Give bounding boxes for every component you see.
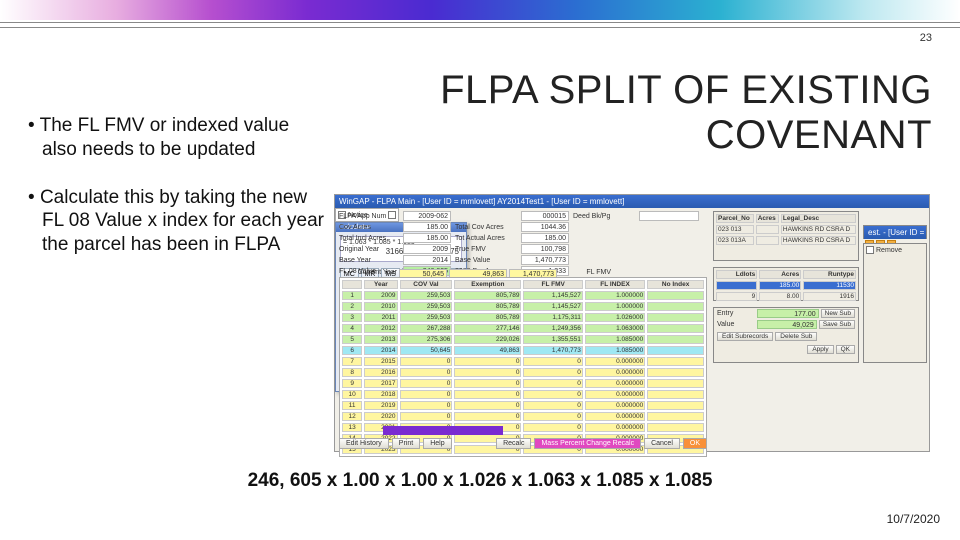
page-number: 23 <box>920 32 932 44</box>
label: Deed Bk/Pg <box>573 213 635 220</box>
base-year[interactable]: 2014 <box>403 255 451 265</box>
button-bar: Edit History Print Help Recalc Mass Perc… <box>339 438 707 449</box>
label: Tot Actual Acres <box>455 235 517 242</box>
bullet-item: Calculate this by taking the new FL 08 V… <box>28 186 328 257</box>
entry-field[interactable]: 177.00 <box>757 309 819 318</box>
remove-label: Remove <box>876 247 902 254</box>
recalc-button[interactable]: Recalc <box>496 438 531 449</box>
qk-button[interactable]: QK <box>836 345 855 354</box>
print-button[interactable]: Print <box>392 438 420 449</box>
value-field[interactable]: 49,029 <box>757 320 817 329</box>
cancel-button[interactable]: Cancel <box>644 438 680 449</box>
label: Total Incl Acres <box>339 235 399 242</box>
accent-stripe <box>0 0 960 20</box>
label: Base Year <box>339 257 399 264</box>
total-cov-acres[interactable]: 1044.36 <box>521 222 569 232</box>
checkbox-icon[interactable] <box>866 246 874 254</box>
app-screenshot: WinGAP - FLPA Main - [User ID = mmlovett… <box>334 194 930 452</box>
ok-button[interactable]: OK <box>683 438 707 449</box>
accent-lines <box>0 22 960 28</box>
label: Value <box>717 321 755 328</box>
label: Base Value <box>455 257 517 264</box>
footer-date: 10/7/2020 <box>887 512 940 526</box>
edit-history-button[interactable]: Edit History <box>339 438 389 449</box>
window-title: est. - [User ID = <box>864 226 926 239</box>
edit-sub-button[interactable]: Edit Subrecords <box>717 332 773 341</box>
tot-incl-acres[interactable]: 185.00 <box>403 233 451 243</box>
new-sub-button[interactable]: New Sub <box>821 309 855 318</box>
bullet-item: The FL FMV or indexed value also needs t… <box>28 114 328 162</box>
entry-panel: Entry 177.00 New Sub Value 49,029 Save S… <box>713 307 859 363</box>
form-header: FLPA App Num 2009-062 000015 Deed Bk/Pg … <box>339 211 707 269</box>
mass-recalc-button[interactable]: Mass Percent Change Recalc <box>534 438 641 449</box>
slide: 23 FLPA SPLIT OF EXISTING COVENANT The F… <box>0 0 960 540</box>
cov-acres[interactable]: 185.00 <box>403 222 451 232</box>
formula-text: 246, 605 x 1.00 x 1.00 x 1.026 x 1.063 x… <box>0 470 960 492</box>
del-sub-button[interactable]: Delete Sub <box>775 332 817 341</box>
highlight-bar <box>383 426 503 435</box>
account-field[interactable]: 000015 <box>521 211 569 221</box>
save-sub-button[interactable]: Save Sub <box>819 320 855 329</box>
flpa-app-num[interactable]: 2009-062 <box>403 211 451 221</box>
deed-field[interactable] <box>639 211 699 221</box>
label: Total Cov Acres <box>455 224 517 231</box>
label: True FMV <box>455 246 517 253</box>
apply-button[interactable]: Apply <box>807 345 833 354</box>
remove-panel: Remove <box>863 243 927 363</box>
userid-window: est. - [User ID = <box>863 225 927 239</box>
lots-table[interactable]: LdlotsAcresRuntype185.001153098.001916 <box>713 267 859 301</box>
orig-year[interactable]: 2009 <box>403 244 451 254</box>
label: Original Year <box>339 246 399 253</box>
parcel-table[interactable]: Parcel_NoAcresLegal_Desc023 013HAWKINS R… <box>713 211 859 261</box>
label: Entry <box>717 310 755 317</box>
true-fmv[interactable]: 100,798 <box>521 244 569 254</box>
bullet-list: The FL FMV or indexed value also needs t… <box>28 114 328 281</box>
base-value[interactable]: 1,470,773 <box>521 255 569 265</box>
window-title: WinGAP - FLPA Main - [User ID = mmlovett… <box>335 195 929 208</box>
page-title: FLPA SPLIT OF EXISTING COVENANT <box>312 68 932 158</box>
help-button[interactable]: Help <box>423 438 451 449</box>
label: Cov Acres <box>339 224 399 231</box>
tot-actual-acres[interactable]: 185.00 <box>521 233 569 243</box>
label: FLPA App Num <box>339 213 399 220</box>
